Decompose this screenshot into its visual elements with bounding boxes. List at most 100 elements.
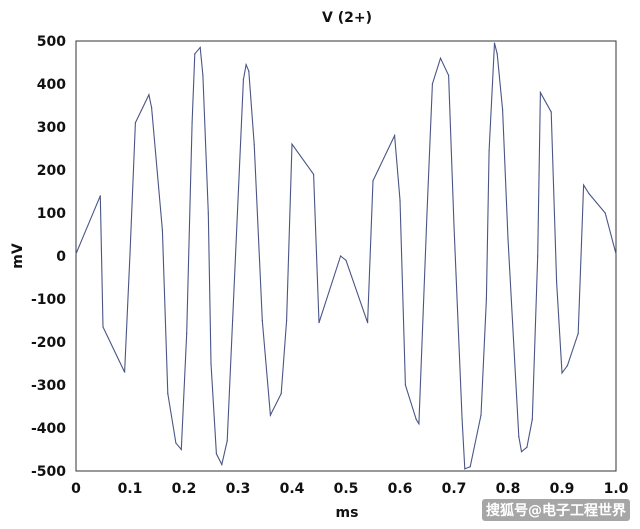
x-tick-label: 0.8 [496,481,521,497]
data-point [191,122,193,124]
chart-title: V (2+) [322,10,372,26]
data-point [453,225,455,227]
data-points [75,42,617,470]
data-point [496,53,498,55]
x-tick-label: 0.5 [334,481,359,497]
data-point [448,74,450,76]
data-point [245,64,247,66]
data-point [199,46,201,49]
data-point [232,319,234,322]
data-point [566,365,569,367]
data-point [180,448,182,451]
x-tick-label: 0.1 [118,481,143,497]
data-point [404,384,406,386]
y-tick-label: 0 [56,249,66,265]
data-point [161,229,163,231]
y-tick-label: -100 [31,292,66,308]
data-point [488,150,490,152]
data-point [151,107,153,109]
data-point [583,184,585,186]
x-tick-label: 0.6 [388,481,413,497]
data-point [269,414,271,416]
x-tick-label: 1.0 [604,481,629,497]
data-point [102,326,104,328]
data-point [248,70,250,72]
data-point [426,212,428,214]
data-point [207,212,209,214]
data-point [210,362,212,365]
data-point [129,253,131,255]
data-point [520,451,523,453]
data-point [588,193,590,195]
data-point [518,436,520,438]
data-point [280,393,282,395]
series-line [75,43,617,470]
data-point [431,83,433,85]
data-point [469,466,471,468]
data-point [502,109,504,111]
watermark: 搜狐号@电子工程世界 [482,499,630,521]
data-point [215,453,217,455]
data-point [372,180,374,182]
data-point [99,195,101,197]
y-axis-ticks: 500 400 300 200 100 0 -100 -200 -300 -400 -500 [31,34,66,480]
y-tick-label: 100 [37,206,66,222]
data-point [221,463,223,466]
y-tick-label: -500 [31,464,66,480]
y-tick-label: 300 [37,120,66,136]
data-point [261,319,263,322]
data-point [526,446,528,448]
data-point [539,92,542,94]
data-point [418,423,420,425]
y-tick-label: 500 [37,34,66,50]
data-point [242,79,244,81]
data-point [148,94,150,96]
data-point [313,173,315,175]
data-point [134,122,136,124]
data-point [186,332,188,334]
data-point [75,253,77,255]
data-point [561,372,563,374]
x-axis-ticks: 0 0.1 0.2 0.3 0.4 0.5 0.6 0.7 0.8 0.9 1.0 [71,481,629,497]
data-point [399,199,401,201]
plot-frame [75,40,617,472]
data-point [394,135,396,137]
y-tick-label: -200 [31,335,66,351]
x-tick-label: 0 [71,481,81,497]
data-point [604,212,606,214]
y-axis-label: mV [10,243,26,269]
data-point [461,418,463,420]
data-point [167,393,169,395]
y-tick-label: -400 [31,421,66,437]
data-point [531,418,533,420]
data-point [615,253,617,255]
data-point [415,418,417,420]
x-tick-label: 0.9 [550,481,575,497]
data-point [577,332,579,334]
data-point [367,322,369,324]
data-point [194,53,196,55]
y-tick-label: 400 [37,77,66,93]
y-tick-label: -300 [31,378,66,394]
data-point [550,111,552,113]
data-point [537,255,539,257]
y-tick-label: 200 [37,163,66,179]
data-point [480,414,482,416]
data-point [175,442,177,444]
data-point [485,298,487,300]
data-point [507,238,509,240]
data-point [286,319,288,322]
data-point [226,440,228,442]
data-point [556,281,558,283]
x-tick-label: 0.4 [280,481,305,497]
data-point [124,371,126,373]
x-axis-label: ms [336,505,359,521]
data-point [439,57,442,59]
x-tick-label: 0.2 [172,481,197,497]
data-point [253,143,255,145]
x-tick-label: 0.3 [226,481,251,497]
data-point [291,143,293,145]
data-point [345,259,347,261]
data-point [340,255,342,257]
